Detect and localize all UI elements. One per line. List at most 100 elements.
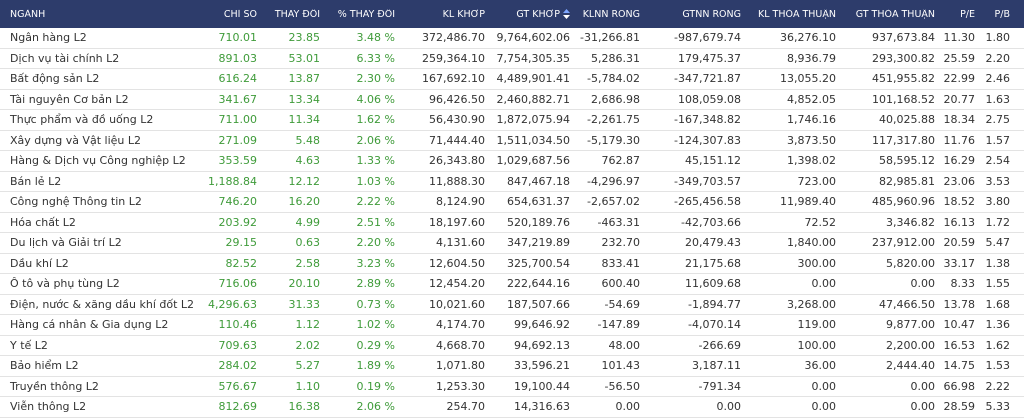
sector-name: Du lịch và Giải trí L2 xyxy=(10,236,122,250)
table-cell: 4,489,901.41 xyxy=(496,72,570,86)
header-cell[interactable]: GTNN RÒNG xyxy=(645,9,746,20)
table-cell: 2,686.98 xyxy=(591,92,640,106)
sort-icon[interactable] xyxy=(563,9,570,19)
table-cell: 12,604.50 xyxy=(429,256,485,270)
table-cell: 833.41 xyxy=(601,256,641,270)
table-cell: 8.33 xyxy=(950,277,976,291)
table-cell: 25.59 xyxy=(943,51,976,65)
table-cell: 1.33 % xyxy=(356,154,395,168)
table-row: Bảo hiểm L2 284.02 5.27 1.89 % 1,071.80 33,59… xyxy=(0,356,1024,377)
sector-name: Hàng cá nhân & Gia dụng L2 xyxy=(10,318,169,332)
table-cell: 2.51 % xyxy=(356,215,395,229)
table-cell: 347,219.89 xyxy=(507,236,570,250)
table-cell: 119.00 xyxy=(797,318,837,332)
header-label: CHỈ SỐ xyxy=(223,8,257,20)
table-cell: 2.22 % xyxy=(356,195,395,209)
table-cell: 1,872,075.94 xyxy=(496,113,570,127)
table-cell: 4,668.70 xyxy=(436,338,485,352)
table-row: Y tế L2 709.63 2.02 0.29 % 4,668.70 94,692.13… xyxy=(0,336,1024,356)
table-cell: 812.69 xyxy=(218,400,258,414)
table-cell: 937,673.84 xyxy=(872,31,935,45)
table-cell: 21,175.68 xyxy=(685,256,741,270)
table-cell: 3.48 % xyxy=(356,31,395,45)
table-cell: 0.00 xyxy=(811,277,837,291)
table-cell: 2.58 xyxy=(295,256,321,270)
table-cell: 0.00 xyxy=(811,379,837,393)
table-cell: 33.17 xyxy=(943,256,976,270)
table-cell: -56.50 xyxy=(604,379,640,393)
table-cell: 1,071.80 xyxy=(436,359,485,373)
table-cell: 254.70 xyxy=(446,400,486,414)
table-cell: 9,877.00 xyxy=(886,318,935,332)
table-cell: 10.47 xyxy=(943,318,976,332)
table-cell: 1,746.16 xyxy=(787,113,836,127)
table-cell: 716.06 xyxy=(218,277,258,291)
table-cell: -31,266.81 xyxy=(580,31,640,45)
table-cell: 8,124.90 xyxy=(436,195,485,209)
table-cell: 179,475.37 xyxy=(678,51,741,65)
table-cell: 40,025.88 xyxy=(879,113,935,127)
table-cell: 576.67 xyxy=(218,379,258,393)
table-cell: 2.20 xyxy=(985,51,1011,65)
table-cell: 11,609.68 xyxy=(685,277,741,291)
table-cell: 16.20 xyxy=(288,195,321,209)
table-cell: -167,348.82 xyxy=(674,113,741,127)
table-cell: 711.00 xyxy=(218,113,258,127)
header-cell[interactable]: KLNN RÒNG xyxy=(575,9,645,20)
header-cell[interactable]: GT THỎA THUẬN xyxy=(841,9,940,20)
table-cell: 0.00 xyxy=(811,400,837,414)
table-cell: 1.53 xyxy=(985,359,1011,373)
table-cell: -266.69 xyxy=(698,338,741,352)
header-cell[interactable]: CHỈ SỐ xyxy=(205,9,262,20)
table-cell: 14,316.63 xyxy=(514,400,570,414)
table-cell: 108,059.08 xyxy=(678,92,741,106)
table-cell: 2,460,882.71 xyxy=(496,92,570,106)
header-cell[interactable]: P/B xyxy=(980,9,1024,20)
table-cell: 284.02 xyxy=(218,359,258,373)
table-cell: 29.15 xyxy=(225,236,258,250)
header-cell[interactable]: % THAY ĐỔI xyxy=(325,9,400,20)
table-cell: 1.36 xyxy=(985,318,1011,332)
table-row: Điện, nước & xăng dầu khí đốt L2 4,296.63… xyxy=(0,295,1024,315)
table-cell: 14.75 xyxy=(943,359,976,373)
table-row: Dịch vụ tài chính L2 891.03 53.01 6.33 % 259… xyxy=(0,49,1024,69)
table-cell: 746.20 xyxy=(218,195,258,209)
table-cell: 16.29 xyxy=(943,154,976,168)
table-row: Dầu khí L2 82.52 2.58 3.23 % 12,604.50 325,70… xyxy=(0,254,1024,274)
header-cell[interactable]: P/E xyxy=(940,9,980,20)
table-cell: 18.52 xyxy=(943,195,976,209)
table-cell: 1.57 xyxy=(985,133,1011,147)
table-cell: 709.63 xyxy=(218,338,258,352)
table-cell: 7,754,305.35 xyxy=(496,51,570,65)
table-cell: 8,936.79 xyxy=(787,51,836,65)
header-cell[interactable]: KL KHỚP xyxy=(400,9,490,20)
table-cell: 0.00 xyxy=(716,400,742,414)
table-cell: 1.38 xyxy=(985,256,1011,270)
header-cell[interactable]: KL THỎA THUẬN xyxy=(746,9,841,20)
table-cell: 1.68 xyxy=(985,297,1011,311)
table-cell: 11,888.30 xyxy=(429,174,485,188)
header-label: P/B xyxy=(994,8,1010,20)
table-cell: 26,343.80 xyxy=(429,154,485,168)
table-cell: 4,131.60 xyxy=(436,236,485,250)
table-cell: 11.30 xyxy=(943,31,976,45)
header-cell[interactable]: NGÀNH xyxy=(0,9,205,20)
table-cell: 2.06 % xyxy=(356,133,395,147)
table-cell: 0.73 % xyxy=(356,297,395,311)
table-cell: 203.92 xyxy=(218,215,258,229)
sector-name: Truyền thông L2 xyxy=(10,379,99,393)
table-cell: 1,253.30 xyxy=(436,379,485,393)
table-cell: 710.01 xyxy=(218,31,258,45)
table-cell: 96,426.50 xyxy=(429,92,485,106)
table-cell: 71,444.40 xyxy=(429,133,485,147)
table-cell: 16.38 xyxy=(288,400,321,414)
table-row: Bất động sản L2 616.24 13.87 2.30 % 167,692.… xyxy=(0,69,1024,90)
table-cell: 13.87 xyxy=(288,72,321,86)
table-cell: -349,703.57 xyxy=(674,174,741,188)
header-cell[interactable]: THAY ĐỔI xyxy=(262,9,325,20)
table-cell: -2,657.02 xyxy=(587,195,640,209)
table-cell: 5,286.31 xyxy=(591,51,640,65)
header-cell[interactable]: GT KHỚP xyxy=(490,9,575,20)
table-cell: 325,700.54 xyxy=(507,256,570,270)
table-cell: 1.03 % xyxy=(356,174,395,188)
